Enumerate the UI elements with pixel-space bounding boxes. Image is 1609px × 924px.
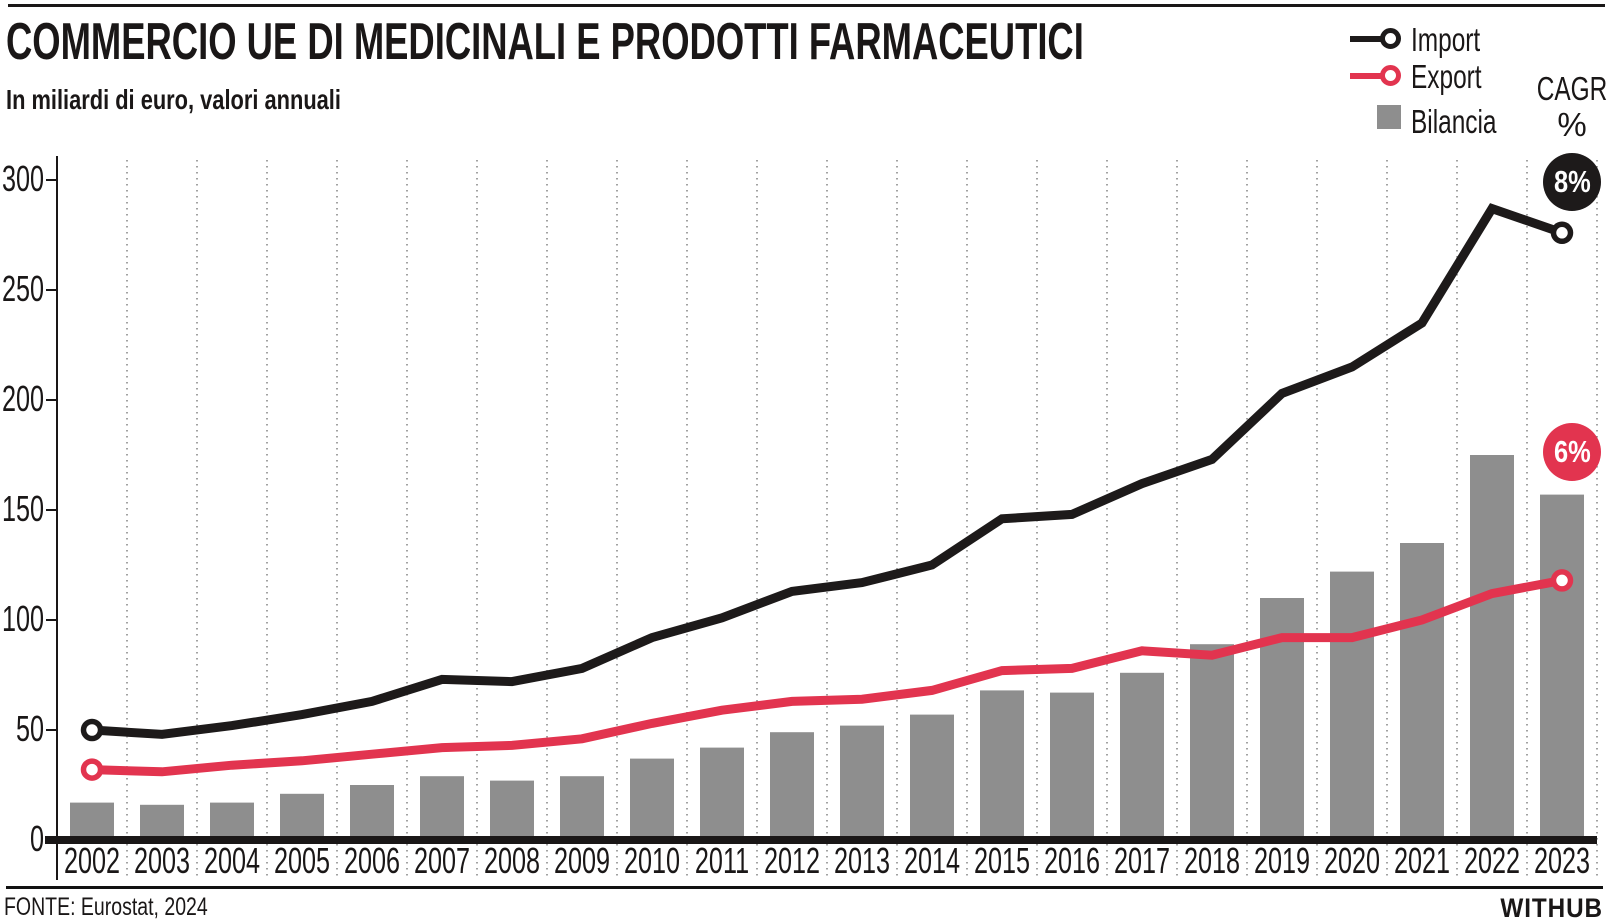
bar-bilancia-2021 <box>1400 543 1444 840</box>
year-label: 2005 <box>274 841 330 882</box>
legend-label-export: Export <box>1411 58 1482 95</box>
y-tick-label: 300 <box>2 159 44 200</box>
bar-bilancia-2015 <box>980 690 1024 840</box>
bar-bilancia-2022 <box>1470 455 1514 840</box>
y-tick-label: 50 <box>16 709 44 750</box>
footer-rule <box>6 886 1603 889</box>
year-label: 2010 <box>624 841 680 882</box>
bar-bilancia-2011 <box>700 747 744 840</box>
year-label: 2012 <box>764 841 820 882</box>
bar-bilancia-2005 <box>280 793 324 840</box>
bar-bilancia-2003 <box>140 804 184 840</box>
export-line-swatch <box>1350 73 1392 79</box>
year-label: 2014 <box>904 841 960 882</box>
bar-bilancia-2017 <box>1120 672 1164 840</box>
legend-label-bilancia: Bilancia <box>1411 103 1497 140</box>
bar-bilancia-2006 <box>350 785 394 840</box>
export-start-marker <box>80 758 104 781</box>
bar-bilancia-2020 <box>1330 571 1374 840</box>
bar-bilancia-2018 <box>1190 644 1234 840</box>
import-ring-icon <box>1380 28 1401 49</box>
bar-bilancia-2023 <box>1540 494 1584 840</box>
export-ring-icon <box>1380 65 1401 86</box>
export-cagr-badge: 6% <box>1543 423 1601 481</box>
y-tick-label: 200 <box>2 379 44 420</box>
page-subtitle: In miliardi di euro, valori annuali <box>6 84 341 115</box>
y-tick-label: 150 <box>2 489 44 530</box>
import-end-marker <box>1550 221 1574 245</box>
year-label: 2021 <box>1394 841 1450 882</box>
year-label: 2008 <box>484 841 540 882</box>
source-note: FONTE: Eurostat, 2024 <box>4 893 208 921</box>
year-label: 2009 <box>554 841 610 882</box>
import-line <box>91 203 1564 739</box>
bar-bilancia-2014 <box>910 714 954 840</box>
top-rule <box>8 4 1605 7</box>
year-label: 2015 <box>974 841 1030 882</box>
bar-bilancia-2016 <box>1050 692 1094 840</box>
bar-bilancia-2008 <box>490 780 534 840</box>
export-end-marker <box>1550 569 1574 592</box>
y-tick-label: 100 <box>2 599 44 640</box>
year-label: 2013 <box>834 841 890 882</box>
y-tick-label: 0 <box>30 819 44 860</box>
year-label: 2019 <box>1254 841 1310 882</box>
brand-logo: WITHUB <box>1500 893 1603 923</box>
import-line-swatch <box>1350 36 1392 42</box>
export-cagr-value: 6% <box>1553 434 1591 469</box>
year-label: 2023 <box>1534 841 1590 882</box>
year-label: 2022 <box>1464 841 1520 882</box>
bar-bilancia-2002 <box>70 802 114 840</box>
y-tick-label: 250 <box>2 269 44 310</box>
bar-bilancia-2007 <box>420 776 464 840</box>
bar-bilancia-2009 <box>560 776 604 840</box>
bar-bilancia-2010 <box>630 758 674 840</box>
cagr-label: CAGR <box>1536 70 1608 107</box>
bilancia-square-swatch <box>1377 105 1401 129</box>
bar-bilancia-2012 <box>770 732 814 840</box>
year-label: 2002 <box>64 841 120 882</box>
import-cagr-value: 8% <box>1553 164 1591 199</box>
import-start-marker <box>80 718 104 742</box>
cagr-unit: % <box>1557 106 1587 143</box>
bar-bilancia-2004 <box>210 802 254 840</box>
bar-bilancia-2013 <box>840 725 884 840</box>
legend-label-import: Import <box>1411 21 1481 58</box>
page-title: COMMERCIO UE DI MEDICINALI E PRODOTTI FA… <box>6 13 1084 71</box>
year-label: 2004 <box>204 841 260 882</box>
year-label: 2016 <box>1044 841 1100 882</box>
year-label: 2018 <box>1184 841 1240 882</box>
year-label: 2017 <box>1114 841 1170 882</box>
year-label: 2020 <box>1324 841 1380 882</box>
year-label: 2007 <box>414 841 470 882</box>
year-label: 2003 <box>134 841 190 882</box>
year-label: 2011 <box>695 841 749 882</box>
export-line <box>91 575 1563 777</box>
import-cagr-badge: 8% <box>1543 153 1601 211</box>
year-label: 2006 <box>344 841 400 882</box>
